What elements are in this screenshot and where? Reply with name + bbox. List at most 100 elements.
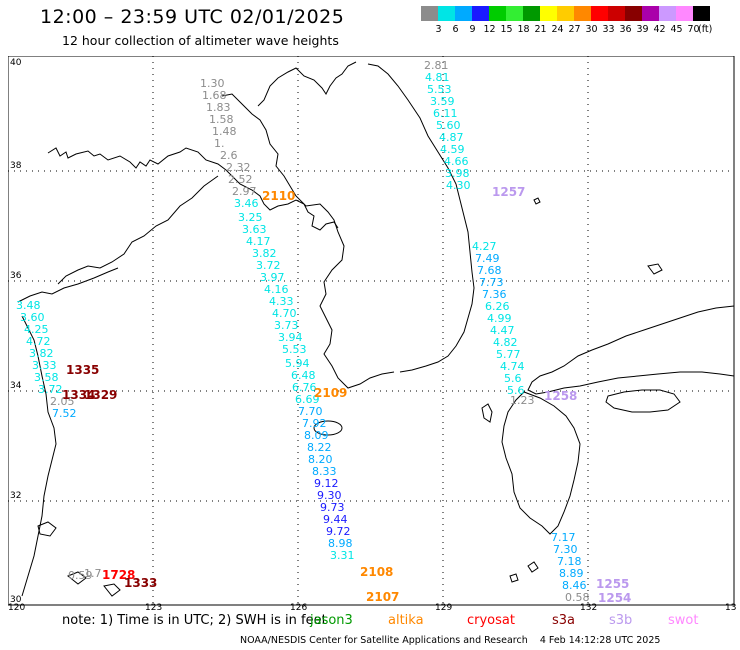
lat-label: 36 [10, 271, 22, 281]
scale-label: 6 [452, 24, 459, 35]
footer-timestamp: 4 Feb 14:12:28 UTC 2025 [539, 635, 661, 646]
wave-height-value: 3.73 [274, 319, 299, 332]
wave-height-value: 7.52 [52, 407, 77, 420]
mission-legend-jason3: jason3 [310, 613, 353, 628]
wave-height-value: 2.32 [226, 161, 251, 174]
wave-height-value: 3.94 [278, 331, 303, 344]
wave-height-value: 1.30 [200, 77, 225, 90]
note-row: note: 1) Time is in UTC; 2) SWH is in fe… [62, 613, 698, 628]
lat-label: 38 [10, 161, 22, 171]
wave-height-value: 8.33 [312, 465, 337, 478]
wave-height-value: 4.72 [26, 335, 51, 348]
lon-label: 123 [145, 603, 162, 612]
wave-height-value: 7.18 [557, 555, 582, 568]
bohai-coast [57, 175, 219, 285]
wave-height-value: 3.48 [16, 299, 41, 312]
lat-label: 40 [10, 58, 22, 68]
wave-height-value: 4.33 [269, 295, 294, 308]
wave-height-value: 4.81 [425, 71, 450, 84]
liaodong-coast [257, 61, 357, 107]
pass-number-label: 1728 [102, 568, 135, 582]
lat-lon-grid [8, 56, 734, 605]
wave-height-value: 9.44 [323, 513, 348, 526]
wave-height-value: 1.58 [209, 113, 234, 126]
pass-number-label: 1255 [596, 577, 629, 591]
wave-height-value: 3.82 [252, 247, 277, 260]
lon-label: 120 [8, 603, 25, 612]
wave-height-value: 3.58 [34, 371, 59, 384]
map-subtitle: 12 hour collection of altimeter wave hei… [62, 33, 339, 48]
lon-label: 135 [725, 603, 736, 612]
pass-number-label: 1258 [544, 389, 577, 403]
honshu-coast [527, 305, 735, 395]
footer-org: NOAA/NESDIS Center for Satellite Applica… [240, 635, 528, 646]
lat-label: 34 [10, 381, 22, 391]
pass-number-label: 1257 [492, 185, 525, 199]
wave-height-value: 5.53 [427, 83, 452, 96]
wave-height-value: 4.74 [500, 360, 525, 373]
wave-height-value: 7.70 [298, 405, 323, 418]
wave-height-value: 3.33 [32, 359, 57, 372]
jiangsu-coast [21, 315, 57, 597]
wave-height-value: 7.17 [551, 531, 576, 544]
scale-label: 36 [619, 24, 632, 35]
scale-label: 3 [435, 24, 442, 35]
scale-label: 21 [534, 24, 547, 35]
wave-height-value: 1.23 [510, 394, 535, 407]
wave-height-value: 3.46 [234, 197, 259, 210]
wave-height-value: 3.25 [238, 211, 263, 224]
wave-height-value: 3.31 [330, 549, 355, 562]
axis-labels: 120 123 126 129 132 135 40 38 36 34 32 30 [8, 58, 736, 612]
scale-swatch [472, 6, 489, 21]
pass-number-label: 1329 [84, 388, 117, 402]
scale-swatch [574, 6, 591, 21]
scale-swatch [693, 6, 710, 21]
wave-height-value: 4.82 [493, 336, 518, 349]
wave-height-value: 7.36 [482, 288, 507, 301]
tsushima [481, 403, 493, 423]
wave-height-value: 9.12 [314, 477, 339, 490]
pass-number-label: 1335 [66, 363, 99, 377]
wave-height-value: 3.82 [29, 347, 54, 360]
oki-islands [647, 263, 663, 275]
scale-label: 12 [483, 24, 496, 35]
wave-height-value: 4.59 [440, 143, 465, 156]
scale-swatch [421, 6, 438, 21]
wave-height-value: 5.6 [507, 384, 525, 397]
wave-height-value: 3.60 [20, 311, 45, 324]
scale-label: 27 [568, 24, 581, 35]
footer: NOAA/NESDIS Center for Satellite Applica… [240, 635, 660, 646]
wave-height-value: 4.47 [490, 324, 515, 337]
scale-swatch [438, 6, 455, 21]
wave-height-value: 4.16 [264, 283, 289, 296]
wave-height-value: 1. [214, 137, 225, 150]
wave-height-value: 7.30 [553, 543, 578, 556]
shandong-coast [17, 267, 119, 303]
wave-height-value: 4.30 [446, 179, 471, 192]
wave-height-value: 8.22 [307, 441, 332, 454]
pass-number-label: 2107 [366, 590, 399, 604]
wave-height-value: 5.60 [436, 119, 461, 132]
wave-height-value: 5.6 [504, 372, 522, 385]
yangtze-islands [37, 521, 121, 597]
scale-label: 15 [500, 24, 513, 35]
wave-height-value: 9.73 [320, 501, 345, 514]
wave-height-value: 8.20 [308, 453, 333, 466]
wave-height-value: 6.48 [291, 369, 316, 382]
wave-height-value: 8.09 [304, 429, 329, 442]
ulleungdo [533, 197, 541, 205]
lon-label: 129 [435, 603, 452, 612]
scale-label: 33 [602, 24, 615, 35]
scale-label: 45 [670, 24, 683, 35]
wave-height-value: 1.83 [206, 101, 231, 114]
wave-height-value: 4.87 [439, 131, 464, 144]
wave-height-value: 3.63 [242, 223, 267, 236]
wave-height-value: 6.26 [485, 300, 510, 313]
pass-number-label: 2108 [360, 565, 393, 579]
wave-height-value: 4.17 [246, 235, 271, 248]
wave-height-value: 5.53 [282, 343, 307, 356]
wave-height-value: 7.49 [475, 252, 500, 265]
map-frame [8, 56, 735, 606]
wave-height-value: 2.05 [50, 395, 75, 408]
